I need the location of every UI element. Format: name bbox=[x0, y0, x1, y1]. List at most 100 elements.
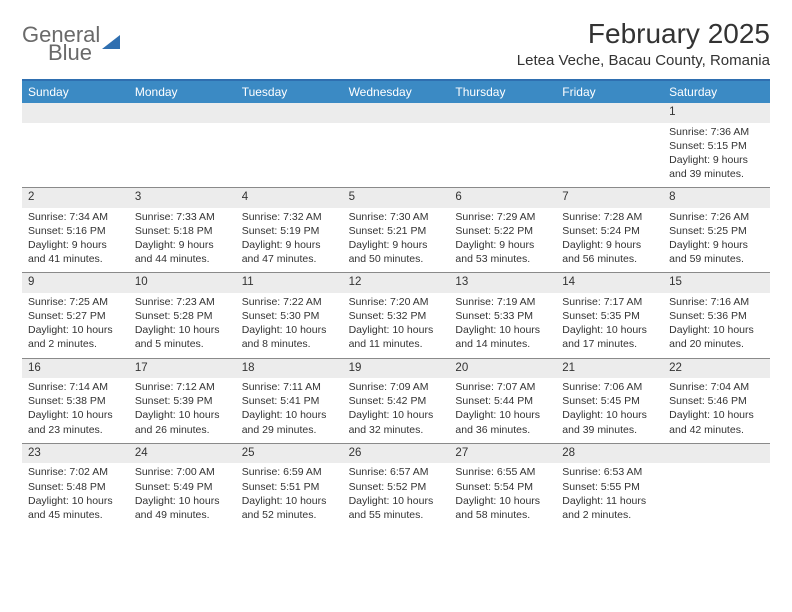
week-row: 2Sunrise: 7:34 AMSunset: 5:16 PMDaylight… bbox=[22, 187, 770, 272]
day-number: 22 bbox=[663, 359, 770, 379]
sunrise-text: Sunrise: 7:14 AM bbox=[28, 380, 123, 394]
cell-body: Sunrise: 6:57 AMSunset: 5:52 PMDaylight:… bbox=[343, 465, 450, 522]
day-number: 8 bbox=[663, 188, 770, 208]
weeks-container: 1Sunrise: 7:36 AMSunset: 5:15 PMDaylight… bbox=[22, 103, 770, 528]
cell-body: Sunrise: 7:11 AMSunset: 5:41 PMDaylight:… bbox=[236, 380, 343, 437]
sunset-text: Sunset: 5:25 PM bbox=[669, 224, 764, 238]
cell-body: Sunrise: 7:07 AMSunset: 5:44 PMDaylight:… bbox=[449, 380, 556, 437]
day-number bbox=[343, 103, 450, 123]
daylight-text: Daylight: 10 hours and 26 minutes. bbox=[135, 408, 230, 436]
sunrise-text: Sunrise: 7:25 AM bbox=[28, 295, 123, 309]
sunset-text: Sunset: 5:28 PM bbox=[135, 309, 230, 323]
cell-body: Sunrise: 7:09 AMSunset: 5:42 PMDaylight:… bbox=[343, 380, 450, 437]
calendar-cell: 10Sunrise: 7:23 AMSunset: 5:28 PMDayligh… bbox=[129, 273, 236, 357]
calendar-cell-empty bbox=[556, 103, 663, 187]
day-number: 6 bbox=[449, 188, 556, 208]
sunrise-text: Sunrise: 6:55 AM bbox=[455, 465, 550, 479]
daylight-text: Daylight: 10 hours and 55 minutes. bbox=[349, 494, 444, 522]
cell-body: Sunrise: 7:25 AMSunset: 5:27 PMDaylight:… bbox=[22, 295, 129, 352]
sunrise-text: Sunrise: 7:09 AM bbox=[349, 380, 444, 394]
calendar-cell: 22Sunrise: 7:04 AMSunset: 5:46 PMDayligh… bbox=[663, 359, 770, 443]
sunrise-text: Sunrise: 7:04 AM bbox=[669, 380, 764, 394]
calendar-cell-empty bbox=[663, 444, 770, 528]
sunrise-text: Sunrise: 7:32 AM bbox=[242, 210, 337, 224]
daylight-text: Daylight: 9 hours and 44 minutes. bbox=[135, 238, 230, 266]
day-number: 15 bbox=[663, 273, 770, 293]
day-number: 21 bbox=[556, 359, 663, 379]
day-number: 10 bbox=[129, 273, 236, 293]
calendar-cell: 18Sunrise: 7:11 AMSunset: 5:41 PMDayligh… bbox=[236, 359, 343, 443]
sunset-text: Sunset: 5:19 PM bbox=[242, 224, 337, 238]
sunrise-text: Sunrise: 7:28 AM bbox=[562, 210, 657, 224]
sunrise-text: Sunrise: 7:29 AM bbox=[455, 210, 550, 224]
day-number: 28 bbox=[556, 444, 663, 464]
sunrise-text: Sunrise: 6:57 AM bbox=[349, 465, 444, 479]
sunrise-text: Sunrise: 7:23 AM bbox=[135, 295, 230, 309]
week-row: 23Sunrise: 7:02 AMSunset: 5:48 PMDayligh… bbox=[22, 443, 770, 528]
daylight-text: Daylight: 10 hours and 14 minutes. bbox=[455, 323, 550, 351]
sunset-text: Sunset: 5:49 PM bbox=[135, 480, 230, 494]
dayname-thu: Thursday bbox=[449, 81, 556, 103]
cell-body: Sunrise: 7:19 AMSunset: 5:33 PMDaylight:… bbox=[449, 295, 556, 352]
calendar-cell: 20Sunrise: 7:07 AMSunset: 5:44 PMDayligh… bbox=[449, 359, 556, 443]
dayname-sat: Saturday bbox=[663, 81, 770, 103]
cell-body: Sunrise: 7:32 AMSunset: 5:19 PMDaylight:… bbox=[236, 210, 343, 267]
day-number: 19 bbox=[343, 359, 450, 379]
day-number: 5 bbox=[343, 188, 450, 208]
cell-body: Sunrise: 7:29 AMSunset: 5:22 PMDaylight:… bbox=[449, 210, 556, 267]
daylight-text: Daylight: 10 hours and 17 minutes. bbox=[562, 323, 657, 351]
sunset-text: Sunset: 5:45 PM bbox=[562, 394, 657, 408]
sunset-text: Sunset: 5:46 PM bbox=[669, 394, 764, 408]
day-number: 26 bbox=[343, 444, 450, 464]
sunrise-text: Sunrise: 7:12 AM bbox=[135, 380, 230, 394]
sunset-text: Sunset: 5:16 PM bbox=[28, 224, 123, 238]
day-number: 12 bbox=[343, 273, 450, 293]
cell-body: Sunrise: 7:22 AMSunset: 5:30 PMDaylight:… bbox=[236, 295, 343, 352]
day-number bbox=[663, 444, 770, 464]
daylight-text: Daylight: 10 hours and 32 minutes. bbox=[349, 408, 444, 436]
dayname-wed: Wednesday bbox=[343, 81, 450, 103]
sunset-text: Sunset: 5:52 PM bbox=[349, 480, 444, 494]
sunset-text: Sunset: 5:44 PM bbox=[455, 394, 550, 408]
sunrise-text: Sunrise: 7:30 AM bbox=[349, 210, 444, 224]
week-row: 9Sunrise: 7:25 AMSunset: 5:27 PMDaylight… bbox=[22, 272, 770, 357]
day-number: 25 bbox=[236, 444, 343, 464]
day-number: 23 bbox=[22, 444, 129, 464]
daylight-text: Daylight: 9 hours and 39 minutes. bbox=[669, 153, 764, 181]
day-number: 20 bbox=[449, 359, 556, 379]
dayname-tue: Tuesday bbox=[236, 81, 343, 103]
day-number: 3 bbox=[129, 188, 236, 208]
calendar-cell-empty bbox=[22, 103, 129, 187]
cell-body: Sunrise: 7:04 AMSunset: 5:46 PMDaylight:… bbox=[663, 380, 770, 437]
calendar-cell: 9Sunrise: 7:25 AMSunset: 5:27 PMDaylight… bbox=[22, 273, 129, 357]
day-number: 18 bbox=[236, 359, 343, 379]
calendar-cell: 28Sunrise: 6:53 AMSunset: 5:55 PMDayligh… bbox=[556, 444, 663, 528]
cell-body: Sunrise: 7:20 AMSunset: 5:32 PMDaylight:… bbox=[343, 295, 450, 352]
daylight-text: Daylight: 10 hours and 2 minutes. bbox=[28, 323, 123, 351]
calendar-cell: 19Sunrise: 7:09 AMSunset: 5:42 PMDayligh… bbox=[343, 359, 450, 443]
sunset-text: Sunset: 5:15 PM bbox=[669, 139, 764, 153]
calendar-cell: 8Sunrise: 7:26 AMSunset: 5:25 PMDaylight… bbox=[663, 188, 770, 272]
cell-body: Sunrise: 7:23 AMSunset: 5:28 PMDaylight:… bbox=[129, 295, 236, 352]
sunset-text: Sunset: 5:48 PM bbox=[28, 480, 123, 494]
sunset-text: Sunset: 5:42 PM bbox=[349, 394, 444, 408]
daylight-text: Daylight: 10 hours and 52 minutes. bbox=[242, 494, 337, 522]
dayname-mon: Monday bbox=[129, 81, 236, 103]
day-number: 11 bbox=[236, 273, 343, 293]
sunrise-text: Sunrise: 6:53 AM bbox=[562, 465, 657, 479]
sunrise-text: Sunrise: 7:07 AM bbox=[455, 380, 550, 394]
sunset-text: Sunset: 5:18 PM bbox=[135, 224, 230, 238]
month-title: February 2025 bbox=[517, 18, 770, 50]
daylight-text: Daylight: 9 hours and 56 minutes. bbox=[562, 238, 657, 266]
daylight-text: Daylight: 10 hours and 11 minutes. bbox=[349, 323, 444, 351]
cell-body: Sunrise: 6:55 AMSunset: 5:54 PMDaylight:… bbox=[449, 465, 556, 522]
cell-body: Sunrise: 7:33 AMSunset: 5:18 PMDaylight:… bbox=[129, 210, 236, 267]
day-number: 16 bbox=[22, 359, 129, 379]
calendar-cell: 23Sunrise: 7:02 AMSunset: 5:48 PMDayligh… bbox=[22, 444, 129, 528]
sunrise-text: Sunrise: 7:33 AM bbox=[135, 210, 230, 224]
day-number bbox=[129, 103, 236, 123]
calendar-cell: 2Sunrise: 7:34 AMSunset: 5:16 PMDaylight… bbox=[22, 188, 129, 272]
daylight-text: Daylight: 9 hours and 59 minutes. bbox=[669, 238, 764, 266]
calendar-cell: 3Sunrise: 7:33 AMSunset: 5:18 PMDaylight… bbox=[129, 188, 236, 272]
daylight-text: Daylight: 10 hours and 23 minutes. bbox=[28, 408, 123, 436]
